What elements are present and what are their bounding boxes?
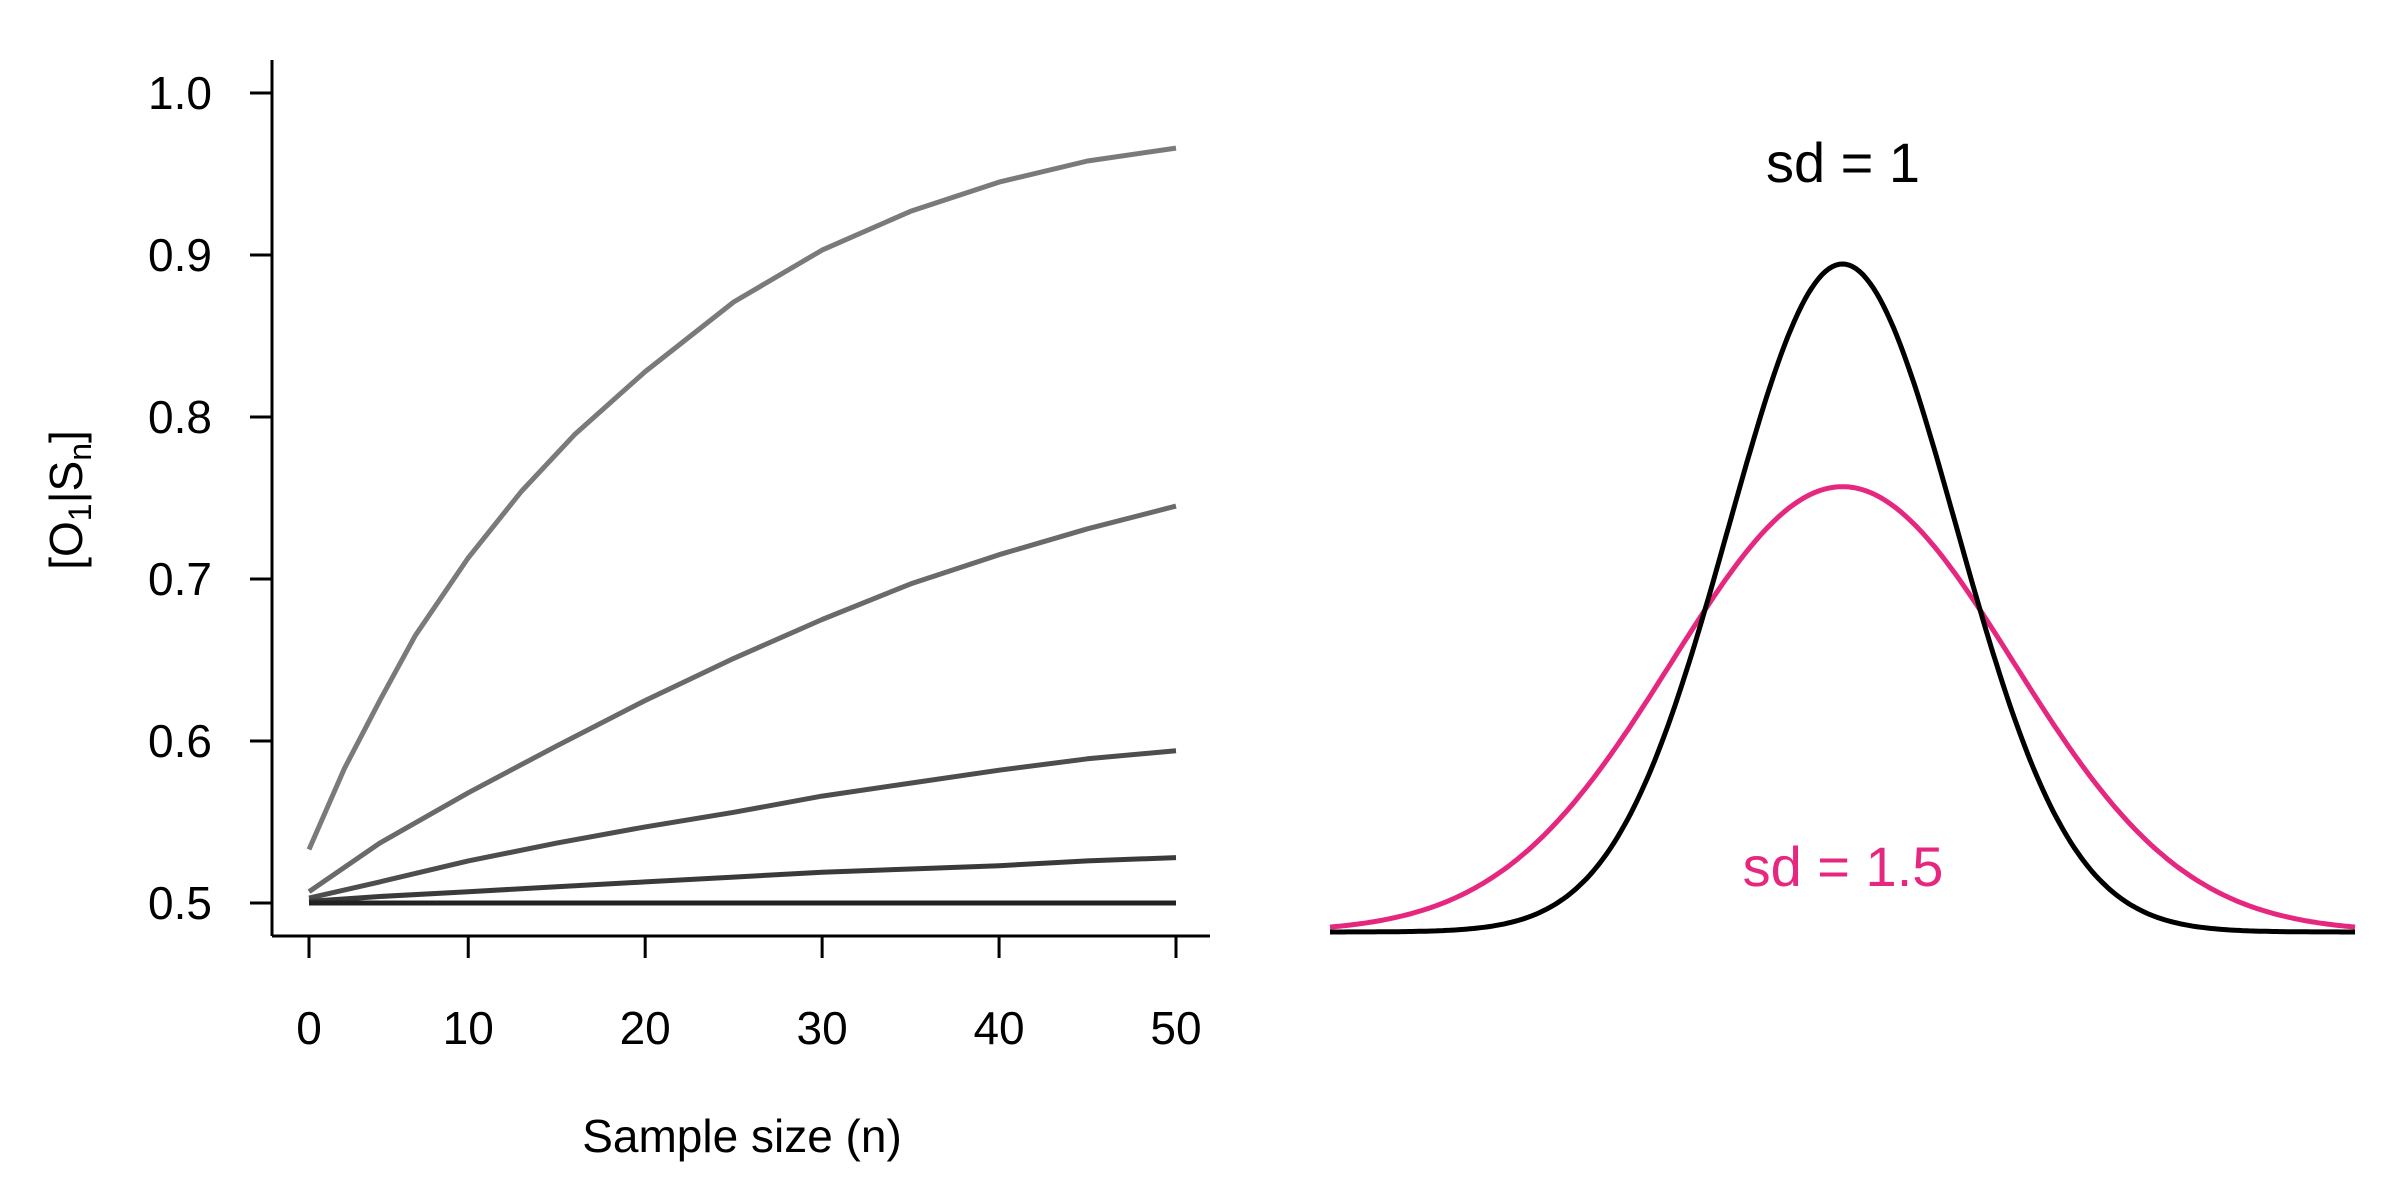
series-line-4 — [308, 855, 1177, 904]
x-tick-label: 20 — [620, 1002, 671, 1054]
x-tick-label: 30 — [797, 1002, 848, 1054]
series-line-2 — [307, 503, 1177, 894]
curve-sd-1.5 — [1329, 484, 2356, 930]
x-axis-label: Sample size (n) — [582, 1110, 902, 1162]
curve-sd-1 — [1330, 261, 2355, 935]
y-ticks: 0.5 0.6 0.7 0.8 0.9 1.0 — [148, 67, 272, 929]
y-tick-label: 0.7 — [148, 553, 212, 605]
x-tick-label: 0 — [296, 1002, 322, 1054]
curves-group — [1329, 261, 2356, 935]
y-tick-label: 1.0 — [148, 67, 212, 119]
y-tick-label: 0.9 — [148, 229, 212, 281]
series-group — [306, 145, 1177, 906]
left-chart: 0.5 0.6 0.7 0.8 0.9 1.0 0 10 20 30 40 50 Sample si… — [40, 60, 1210, 1162]
x-ticks: 0 10 20 30 40 50 — [296, 936, 1202, 1054]
x-tick-label: 40 — [973, 1002, 1024, 1054]
x-tick-label: 50 — [1150, 1002, 1201, 1054]
right-chart: sd = 1 sd = 1.5 — [1329, 131, 2356, 935]
y-axis-label: [O1|Sn] — [40, 430, 98, 570]
label-sd-1.5: sd = 1.5 — [1743, 835, 1944, 898]
y-tick-label: 0.5 — [148, 877, 212, 929]
x-tick-label: 10 — [443, 1002, 494, 1054]
label-sd-1: sd = 1 — [1766, 131, 1920, 194]
series-line-1 — [306, 145, 1177, 851]
y-tick-label: 0.8 — [148, 391, 212, 443]
series-line-3 — [308, 748, 1177, 901]
y-tick-label: 0.6 — [148, 715, 212, 767]
